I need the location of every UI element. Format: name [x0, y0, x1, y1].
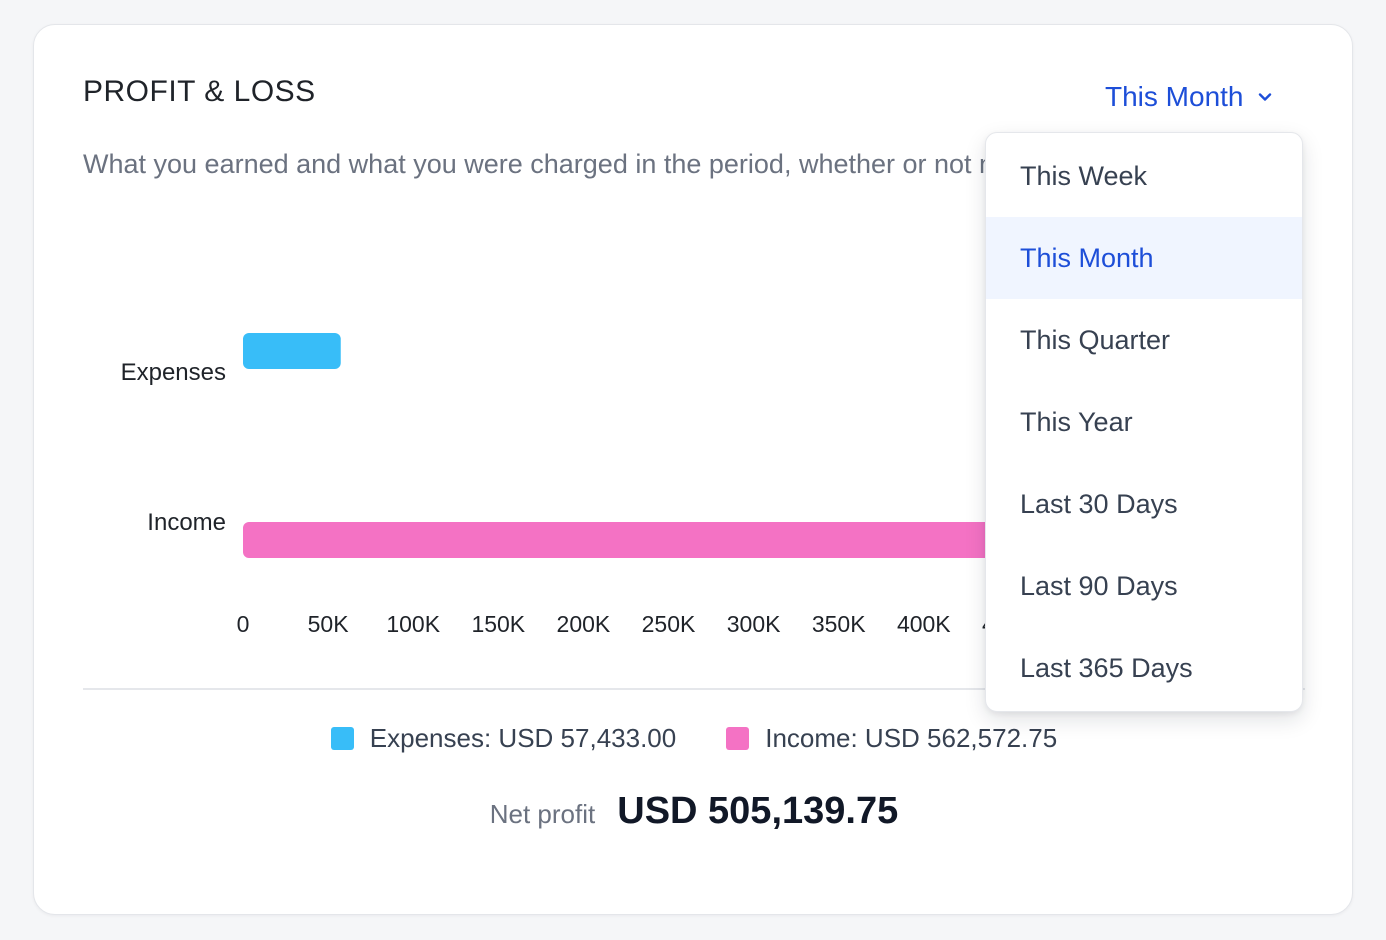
- x-tick-label: 150K: [471, 611, 525, 637]
- dropdown-option-last-30-days[interactable]: Last 30 Days: [1020, 489, 1178, 519]
- period-dropdown-menu: This Week This Month This Quarter This Year…: [985, 132, 1303, 712]
- x-tick-label: 250K: [642, 611, 696, 637]
- card-description: What you earned and what you were charge…: [83, 149, 1149, 179]
- x-tick-label: 400K: [897, 611, 951, 637]
- dropdown-option-this-month[interactable]: This Month: [986, 217, 1302, 299]
- x-tick-label: 350K: [812, 611, 866, 637]
- legend-swatch: [330, 727, 354, 750]
- category-label: Income: [147, 509, 226, 536]
- x-tick-label: 300K: [727, 611, 781, 637]
- period-dropdown-toggle[interactable]: This Month: [1105, 79, 1274, 115]
- bar-expenses[interactable]: [243, 333, 341, 369]
- legend-label: Expenses: USD 57,433.00: [369, 723, 677, 753]
- dropdown-option-this-quarter[interactable]: This Quarter: [1020, 325, 1171, 355]
- legend-label: Income: USD 562,572.75: [765, 723, 1058, 753]
- chart-legend: Expenses: USD 57,433.00 Income: USD 562,5…: [34, 723, 1354, 754]
- period-selected-label: This Month: [1105, 81, 1244, 112]
- x-tick-label: 200K: [557, 611, 611, 637]
- legend-item: Income: USD 562,572.75: [726, 723, 1057, 754]
- profit-loss-card: PROFIT & LOSS This Month What you earned…: [33, 24, 1353, 915]
- category-label: Expenses: [121, 359, 226, 386]
- dropdown-option-last-365-days[interactable]: Last 365 Days: [1020, 653, 1193, 683]
- net-profit-value: USD 505,139.75: [617, 790, 899, 832]
- profit-loss-bar-chart: Expenses Income 0 50K 100K 150K 200K 250K 300K 35…: [121, 333, 1292, 637]
- x-tick-label: 50K: [308, 611, 350, 637]
- bar-income[interactable]: [243, 522, 1201, 558]
- legend-item: Expenses: USD 57,433.00: [330, 723, 677, 754]
- dropdown-option-this-week[interactable]: This Week: [1020, 161, 1148, 191]
- net-profit-label: Net profit: [489, 799, 596, 829]
- dropdown-option-last-90-days[interactable]: Last 90 Days: [1020, 571, 1178, 601]
- chevron-down-icon: [1256, 88, 1274, 106]
- net-profit-summary: Net profit USD 505,139.75: [34, 790, 1354, 833]
- dropdown-option-this-year[interactable]: This Year: [1020, 407, 1133, 437]
- card-title: PROFIT & LOSS: [83, 75, 316, 108]
- x-tick-label: 100K: [386, 611, 440, 637]
- x-tick-label: 0: [237, 611, 250, 637]
- divider: [83, 688, 1305, 690]
- legend-swatch: [726, 727, 750, 750]
